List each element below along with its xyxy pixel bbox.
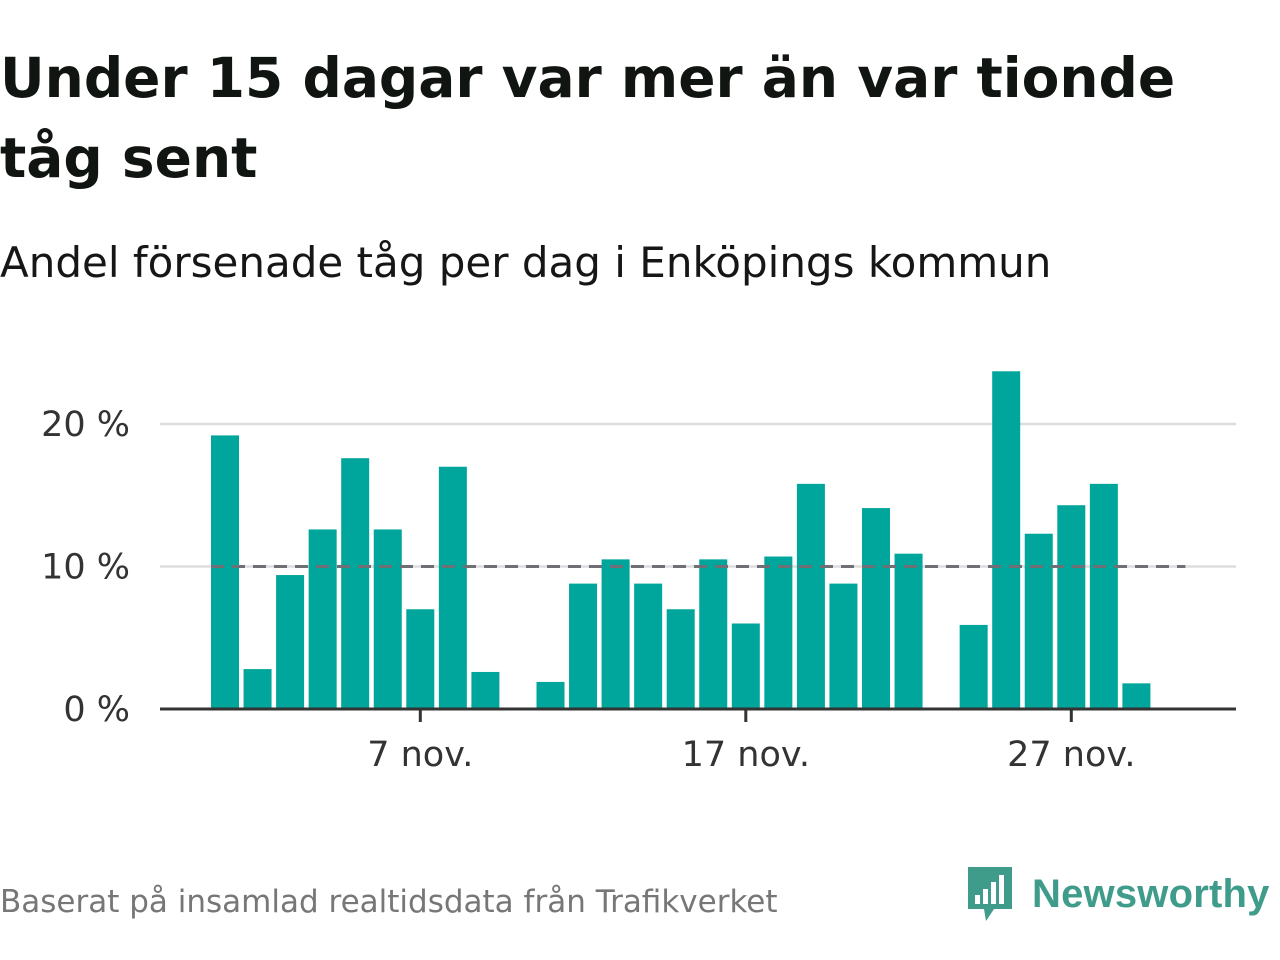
bar — [243, 669, 272, 709]
bar — [438, 466, 467, 709]
bar — [406, 609, 435, 709]
bar-chart: 0 % 10 % 20 % 7 nov. 17 nov. 27 nov. — [41, 371, 1236, 775]
bar-chart-speech-bubble-icon — [968, 867, 1012, 921]
bar — [894, 553, 923, 709]
bar — [1122, 683, 1151, 709]
bar — [829, 583, 858, 709]
bar — [1089, 483, 1118, 709]
bar — [764, 556, 793, 709]
x-axis-ticks: 7 nov. 17 nov. 27 nov. — [367, 709, 1135, 775]
bar — [796, 483, 825, 709]
x-tick-label: 7 nov. — [367, 735, 473, 775]
newsworthy-brand[interactable]: Newsworthy — [964, 862, 1270, 926]
bar — [211, 435, 239, 709]
bar — [341, 458, 370, 709]
x-tick-label: 17 nov. — [682, 735, 810, 775]
bar — [569, 583, 598, 709]
bar — [634, 583, 663, 709]
bars — [211, 371, 1151, 709]
bar — [666, 609, 695, 709]
bar — [471, 671, 500, 709]
chart-title: Under 15 dagar var mer än var tionde tåg… — [0, 46, 1176, 190]
bar — [276, 575, 305, 709]
bar — [1024, 533, 1053, 709]
bar — [959, 624, 988, 709]
bar — [601, 559, 630, 709]
y-tick-label: 10 % — [41, 548, 130, 588]
bar — [731, 623, 760, 709]
y-tick-label: 20 % — [41, 405, 130, 445]
bar — [699, 559, 728, 709]
y-tick-label: 0 % — [63, 690, 130, 730]
bar — [308, 529, 337, 709]
bar — [536, 681, 565, 709]
bar — [373, 529, 402, 709]
source-note: Baserat på insamlad realtidsdata från Tr… — [0, 884, 778, 920]
brand-name: Newsworthy — [1032, 871, 1270, 916]
bar — [1057, 505, 1086, 709]
bar — [862, 508, 890, 709]
y-axis-ticks: 0 % 10 % 20 % — [41, 405, 130, 730]
x-tick-label: 27 nov. — [1007, 735, 1135, 775]
chart-subtitle: Andel försenade tåg per dag i Enköpings … — [0, 238, 1052, 287]
bar — [992, 371, 1021, 709]
